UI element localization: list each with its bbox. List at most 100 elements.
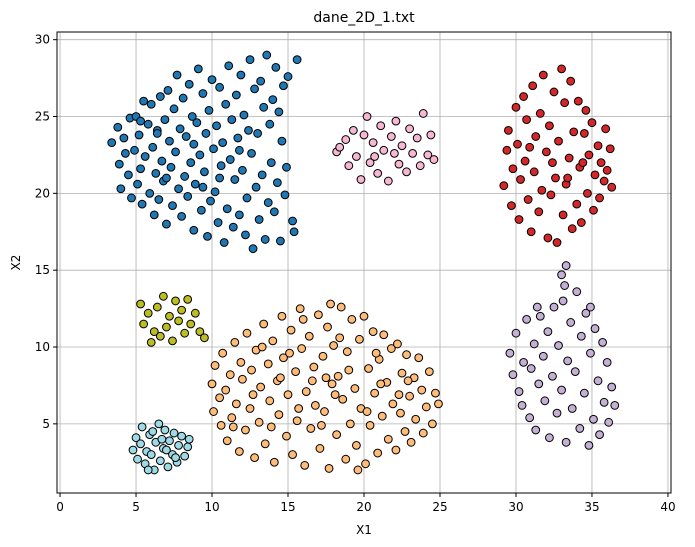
data-point xyxy=(221,99,231,109)
data-point xyxy=(259,319,269,329)
data-point xyxy=(335,142,345,152)
data-point xyxy=(569,127,579,137)
data-point xyxy=(583,188,592,198)
data-point xyxy=(579,388,589,398)
data-point xyxy=(526,364,536,373)
data-point xyxy=(136,116,145,126)
data-point xyxy=(503,125,513,135)
x-tick-label: 5 xyxy=(132,500,140,514)
data-point xyxy=(529,339,539,349)
data-point xyxy=(133,454,142,464)
data-point xyxy=(139,96,149,106)
x-tick-label: 25 xyxy=(432,500,447,514)
data-point xyxy=(365,420,375,430)
data-point xyxy=(332,430,342,440)
x-tick-label: 0 xyxy=(56,500,64,514)
data-point xyxy=(548,158,557,168)
data-point xyxy=(165,136,174,146)
data-point xyxy=(175,124,185,134)
data-point xyxy=(607,382,617,392)
data-point xyxy=(209,407,218,416)
data-point xyxy=(329,341,339,350)
data-point xyxy=(137,199,147,209)
data-point xyxy=(502,145,512,155)
data-point xyxy=(124,170,133,180)
data-point xyxy=(368,327,378,337)
data-point xyxy=(181,132,191,141)
y-tick-label: 20 xyxy=(35,186,50,200)
data-point xyxy=(266,422,276,432)
data-point xyxy=(505,348,515,358)
data-point xyxy=(157,434,167,444)
data-point xyxy=(288,216,297,226)
data-point xyxy=(210,361,220,370)
data-point xyxy=(224,61,234,71)
data-point xyxy=(417,385,427,395)
data-point xyxy=(522,314,532,324)
data-point xyxy=(567,404,577,413)
data-point xyxy=(362,407,372,416)
data-point xyxy=(271,62,281,72)
data-point xyxy=(589,414,598,424)
data-point xyxy=(537,185,547,195)
data-point xyxy=(107,138,117,148)
data-point xyxy=(292,416,302,426)
data-point xyxy=(610,401,620,410)
data-point xyxy=(549,87,559,97)
data-point xyxy=(549,302,559,312)
data-point xyxy=(276,236,285,246)
data-point xyxy=(326,299,335,309)
data-point xyxy=(528,81,538,91)
data-point xyxy=(178,93,188,103)
data-point xyxy=(541,147,551,157)
data-point xyxy=(314,310,323,320)
data-point xyxy=(587,118,597,128)
data-point xyxy=(513,139,522,149)
data-point xyxy=(595,193,604,203)
data-point xyxy=(563,173,573,183)
data-point xyxy=(165,311,174,321)
data-point xyxy=(301,387,311,396)
data-point xyxy=(434,399,443,409)
data-point xyxy=(210,187,220,197)
data-point xyxy=(192,118,202,128)
data-point xyxy=(247,365,256,375)
data-point xyxy=(376,121,386,131)
data-point xyxy=(532,302,542,312)
data-point xyxy=(525,413,535,423)
data-point xyxy=(534,379,544,389)
data-point xyxy=(590,170,600,180)
data-point xyxy=(511,328,521,338)
data-point xyxy=(607,182,617,192)
data-point xyxy=(561,261,571,270)
data-point xyxy=(155,331,165,341)
data-point xyxy=(171,453,180,463)
data-point xyxy=(200,167,209,177)
data-point xyxy=(538,70,548,80)
x-tick-label: 10 xyxy=(204,500,219,514)
data-point xyxy=(572,199,582,209)
data-point xyxy=(352,440,361,450)
data-point xyxy=(269,457,279,467)
data-point xyxy=(353,465,363,475)
data-point xyxy=(371,348,381,358)
data-point xyxy=(288,450,297,459)
data-point xyxy=(341,454,351,464)
data-point xyxy=(231,90,241,100)
data-point xyxy=(256,382,266,392)
data-point xyxy=(578,158,588,168)
series-5 xyxy=(505,261,620,450)
data-point xyxy=(593,141,603,151)
data-point xyxy=(140,152,150,161)
data-point xyxy=(601,124,611,134)
data-point xyxy=(248,390,258,400)
data-point xyxy=(239,110,249,120)
data-point xyxy=(222,204,232,214)
data-point xyxy=(265,119,275,129)
data-point xyxy=(543,233,553,243)
data-point xyxy=(373,448,383,458)
data-point xyxy=(393,339,402,349)
y-tick-label: 25 xyxy=(35,110,50,124)
data-point xyxy=(598,338,608,347)
data-point xyxy=(186,319,196,329)
